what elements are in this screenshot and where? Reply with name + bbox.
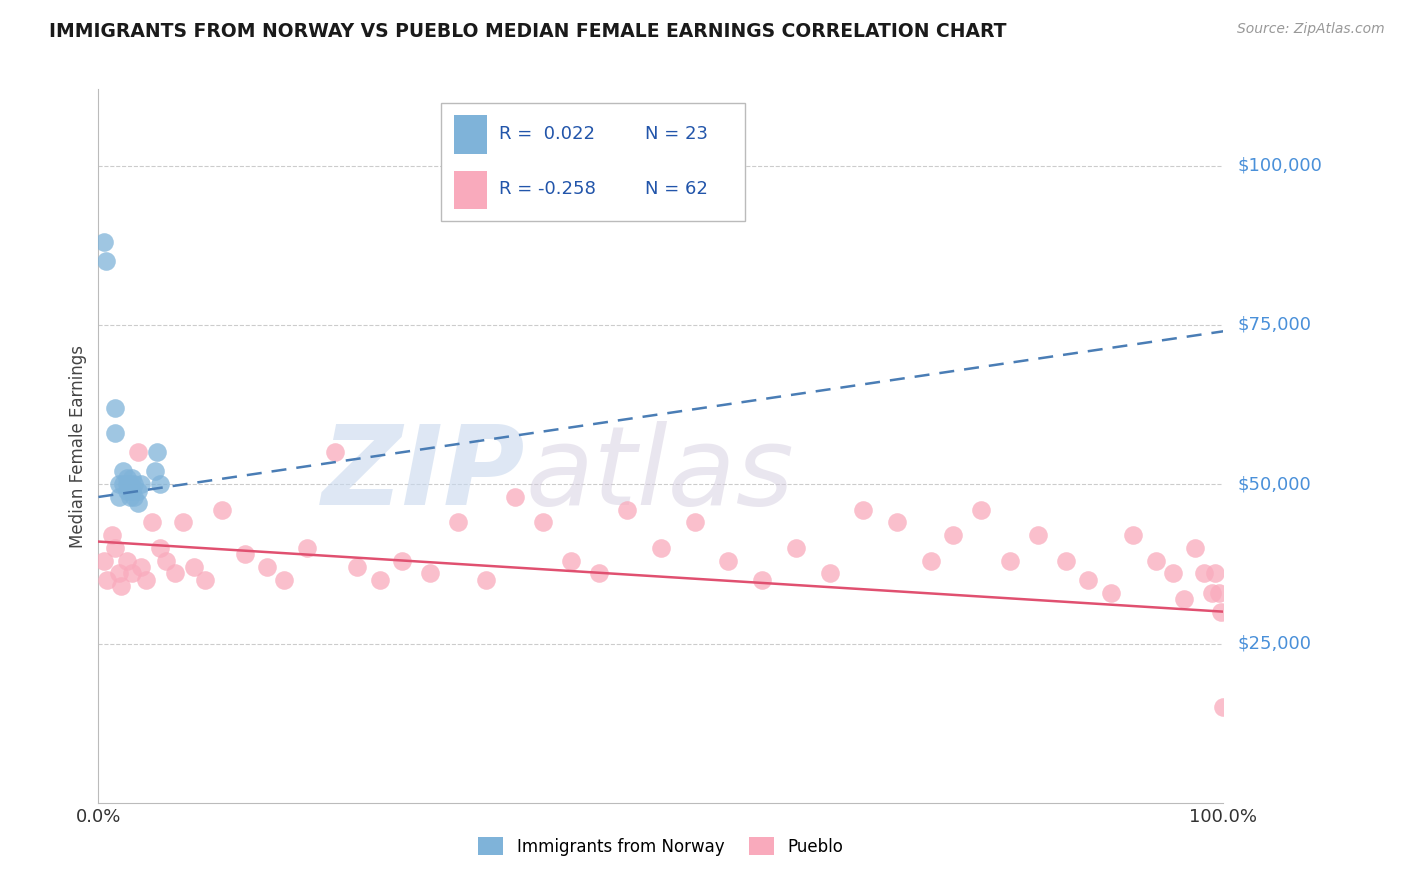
Point [107, 490, 129, 504]
Text: $50,000: $50,000 [1237, 475, 1310, 493]
Point [112, 465, 135, 479]
Point [560, 554, 582, 568]
Point [368, 573, 391, 587]
Point [717, 554, 740, 568]
Point [115, 471, 138, 485]
Point [121, 566, 143, 581]
Text: Source: ZipAtlas.com: Source: ZipAtlas.com [1237, 22, 1385, 37]
Point [852, 502, 875, 516]
Point [920, 554, 942, 568]
Point [124, 477, 146, 491]
Point [115, 483, 138, 498]
Text: $100,000: $100,000 [1237, 157, 1322, 175]
Point [1209, 605, 1232, 619]
Point [785, 541, 807, 555]
Point [104, 426, 127, 441]
Point [1054, 554, 1077, 568]
Text: ZIP: ZIP [322, 421, 526, 528]
Point [970, 502, 993, 516]
Point [419, 566, 441, 581]
Point [1077, 573, 1099, 587]
Point [129, 560, 152, 574]
Point [104, 401, 127, 415]
Point [650, 541, 672, 555]
Point [233, 547, 256, 561]
Text: $25,000: $25,000 [1237, 634, 1312, 653]
Point [183, 560, 205, 574]
Point [211, 502, 233, 516]
Point [998, 554, 1021, 568]
Point [163, 566, 186, 581]
Point [104, 541, 127, 555]
Point [127, 483, 149, 498]
Point [256, 560, 278, 574]
Point [1099, 585, 1122, 599]
Point [107, 477, 129, 491]
Point [1173, 591, 1195, 606]
Point [155, 554, 177, 568]
Point [110, 579, 132, 593]
Point [143, 465, 166, 479]
Point [447, 516, 470, 530]
Point [475, 573, 498, 587]
Point [391, 554, 413, 568]
Point [1192, 566, 1215, 581]
Point [1208, 585, 1230, 599]
Point [886, 516, 908, 530]
Point [127, 445, 149, 459]
Point [135, 573, 157, 587]
Point [1212, 700, 1234, 714]
Point [141, 516, 163, 530]
Point [1122, 528, 1144, 542]
Point [96, 254, 118, 268]
Point [107, 566, 129, 581]
Point [1161, 566, 1184, 581]
Text: IMMIGRANTS FROM NORWAY VS PUEBLO MEDIAN FEMALE EARNINGS CORRELATION CHART: IMMIGRANTS FROM NORWAY VS PUEBLO MEDIAN … [49, 22, 1007, 41]
Point [683, 516, 706, 530]
Point [93, 554, 115, 568]
Point [194, 573, 217, 587]
Point [1184, 541, 1206, 555]
Point [818, 566, 841, 581]
Point [323, 445, 346, 459]
Point [295, 541, 318, 555]
Point [1201, 585, 1223, 599]
Point [1026, 528, 1049, 542]
Point [112, 477, 135, 491]
Point [588, 566, 610, 581]
Point [1144, 554, 1167, 568]
Point [129, 477, 152, 491]
Point [127, 496, 149, 510]
Point [118, 490, 141, 504]
Text: $75,000: $75,000 [1237, 316, 1312, 334]
Point [531, 516, 554, 530]
Y-axis label: Median Female Earnings: Median Female Earnings [69, 344, 87, 548]
Point [121, 471, 143, 485]
Point [751, 573, 773, 587]
Point [96, 573, 118, 587]
Point [1204, 566, 1226, 581]
Point [124, 490, 146, 504]
Point [172, 516, 194, 530]
Point [115, 554, 138, 568]
Point [346, 560, 368, 574]
Point [118, 477, 141, 491]
Point [273, 573, 295, 587]
Point [121, 483, 143, 498]
Text: atlas: atlas [526, 421, 794, 528]
Point [149, 541, 172, 555]
Point [146, 445, 169, 459]
Point [942, 528, 965, 542]
Point [93, 235, 115, 249]
Point [115, 477, 138, 491]
Legend: Immigrants from Norway, Pueblo: Immigrants from Norway, Pueblo [471, 830, 851, 863]
Point [503, 490, 526, 504]
Point [101, 528, 124, 542]
Point [616, 502, 638, 516]
Point [149, 477, 172, 491]
